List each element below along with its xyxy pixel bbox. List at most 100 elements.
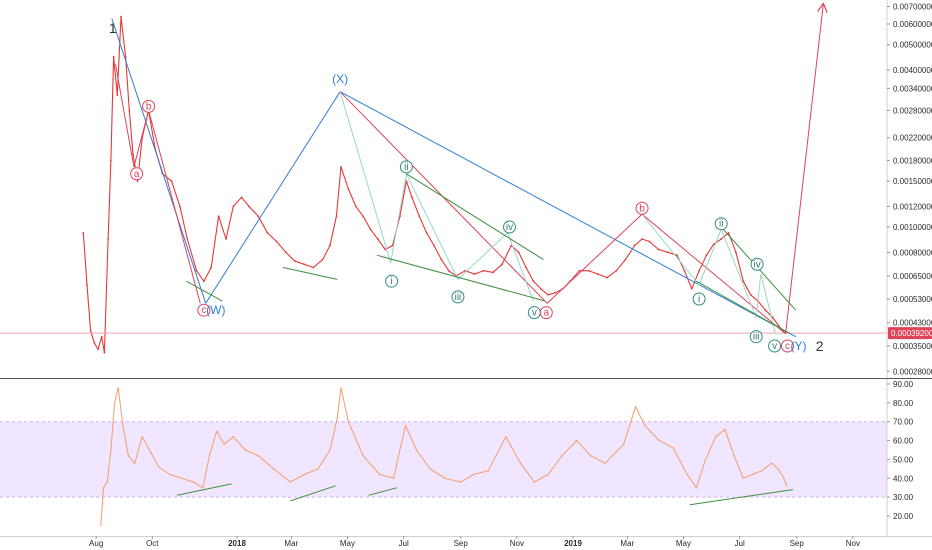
price-point (464, 269, 467, 272)
price-point (418, 215, 421, 218)
price-point (648, 240, 651, 243)
price-point (376, 238, 379, 240)
wave-trend-line (111, 18, 207, 304)
price-point (225, 238, 227, 240)
price-point (335, 215, 338, 218)
price-point (179, 205, 181, 208)
wave-label: iv (753, 259, 760, 270)
rsi-point (472, 473, 475, 476)
price-point (89, 329, 92, 332)
price-point (82, 231, 85, 234)
rsi-point (547, 473, 549, 476)
wave-label: (Y) (791, 339, 807, 353)
price-point (606, 276, 608, 279)
wave-label: 1 (109, 20, 117, 36)
rsi-point (771, 462, 773, 464)
wave-label: v (532, 308, 537, 319)
time-tick-label: Mar (620, 539, 634, 548)
rsi-point (329, 449, 331, 451)
rsi-point (362, 454, 364, 457)
wave-trend-line (339, 91, 534, 302)
rsi-point (223, 443, 225, 446)
wave-trend-line (641, 213, 776, 334)
wave-annotation-layer (0, 2, 887, 506)
price-tick-label: 0.00150000 (893, 177, 932, 186)
price-point (720, 238, 723, 240)
rsi-divergence-line (689, 489, 794, 506)
current-price-label: 0.00039200 (891, 329, 932, 338)
price-point (107, 238, 110, 240)
rsi-point (289, 481, 292, 483)
rsi-point (575, 439, 578, 442)
rsi-point (783, 477, 785, 479)
price-point (777, 324, 780, 327)
rsi-point (340, 387, 342, 389)
price-tick-label: 0.00340000 (893, 84, 932, 93)
rsi-point (378, 473, 381, 476)
rsi-point (122, 424, 124, 427)
rsi-point (634, 405, 637, 408)
price-point (128, 109, 131, 112)
rsi-point (134, 462, 136, 464)
rsi-point (714, 436, 717, 438)
price-tick-label: 0.00053000 (893, 295, 932, 304)
price-point (103, 351, 106, 354)
price-point (433, 244, 435, 247)
price-point (86, 284, 88, 286)
rsi-point (202, 487, 204, 489)
price-point (683, 269, 686, 272)
price-tick-label: 0.00120000 (893, 202, 932, 211)
rsi-tick-label: 80.00 (893, 399, 914, 408)
price-point (749, 293, 752, 296)
wave-label: iii (455, 292, 462, 303)
price-point (124, 55, 127, 58)
price-point (294, 260, 296, 263)
price-point (362, 215, 365, 218)
price-point (596, 273, 599, 276)
rsi-point (208, 454, 211, 457)
rsi-point (658, 439, 661, 442)
wave-label-circle (539, 306, 553, 320)
price-point (473, 273, 476, 276)
wave-trend-line (115, 64, 201, 304)
wave-label-circle (130, 167, 144, 181)
price-point (666, 251, 669, 254)
price-point (447, 269, 450, 272)
rsi-point (169, 473, 171, 476)
wave-trend-line (785, 3, 824, 334)
price-point (525, 266, 527, 269)
rsi-point (106, 481, 108, 483)
price-point (517, 251, 520, 254)
rsi-point (303, 473, 305, 476)
price-point (657, 248, 660, 251)
wave-label-circle (502, 220, 516, 234)
price-tick-label: 0.00700000 (893, 3, 932, 12)
rsi-point (622, 443, 625, 446)
time-tick-label: Jul (735, 539, 745, 548)
rsi-tick-label: 20.00 (893, 512, 914, 521)
price-point (391, 244, 394, 247)
rsi-point (141, 436, 143, 438)
time-tick-label: Sep (454, 539, 469, 548)
time-tick-label: Oct (146, 539, 159, 548)
rsi-point (751, 473, 754, 476)
price-tick-label: 0.00600000 (893, 20, 932, 29)
price-point (303, 263, 306, 266)
wave-label-circle (714, 217, 728, 231)
rsi-point (232, 436, 235, 438)
price-point (727, 231, 730, 234)
time-tick-label: Jul (399, 539, 409, 548)
price-point (257, 215, 260, 218)
rsi-point (704, 458, 707, 461)
rsi-point (604, 462, 606, 464)
wave-label: a (134, 169, 140, 180)
time-tick-label: 2019 (564, 539, 582, 548)
price-tick-label: 0.00100000 (893, 223, 932, 232)
rsi-point (110, 449, 112, 451)
price-point (425, 231, 428, 234)
price-point (712, 243, 715, 246)
price-point (587, 269, 590, 272)
price-point (112, 55, 115, 58)
price-point (578, 269, 581, 272)
